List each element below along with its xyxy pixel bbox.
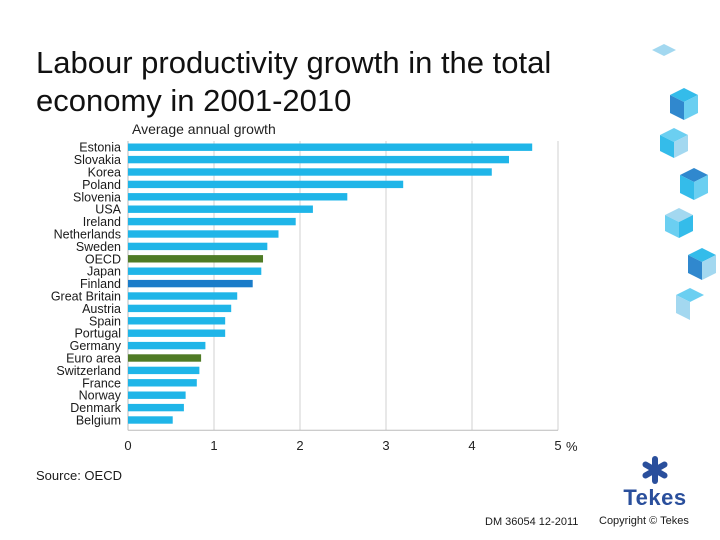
- category-label: Belgium: [76, 414, 121, 428]
- category-label: Sweden: [76, 240, 121, 254]
- category-label: Great Britain: [51, 290, 121, 304]
- category-label: Finland: [80, 277, 121, 291]
- category-label: Korea: [88, 166, 121, 180]
- category-label: Austria: [82, 302, 121, 316]
- category-label: Slovenia: [73, 190, 121, 204]
- bar: [128, 205, 313, 213]
- category-label: Spain: [89, 314, 121, 328]
- bar: [128, 143, 533, 151]
- bar: [128, 366, 200, 375]
- bar: [128, 267, 262, 275]
- bar: [128, 379, 197, 387]
- category-label: Slovakia: [74, 153, 121, 167]
- bar: [128, 180, 404, 189]
- bar: [128, 341, 206, 350]
- category-label: Norway: [79, 389, 122, 403]
- asterisk-logo-icon: [642, 456, 668, 484]
- category-label: France: [82, 376, 121, 390]
- category-label: Portugal: [74, 327, 121, 341]
- category-label: Germany: [70, 339, 122, 353]
- bar: [128, 193, 348, 201]
- x-tick-label: 5: [554, 438, 561, 453]
- bar: [128, 168, 492, 176]
- category-label: Poland: [82, 178, 121, 192]
- page-title: Labour productivity growth in the total …: [36, 45, 552, 118]
- x-tick-label: 0: [124, 438, 131, 453]
- decorative-cubes: [652, 44, 716, 320]
- bar: [128, 230, 279, 238]
- x-tick-label: 1: [210, 438, 217, 453]
- bar: [128, 279, 253, 288]
- bar: [128, 329, 226, 337]
- category-label: Ireland: [83, 215, 121, 229]
- tekes-logo: Tekes: [612, 455, 698, 511]
- bar: [128, 304, 232, 313]
- bar: [128, 391, 186, 399]
- bar: [128, 217, 296, 226]
- chart-subtitle: Average annual growth: [132, 121, 276, 137]
- bar: [128, 354, 202, 362]
- source-note: Source: OECD: [36, 468, 122, 483]
- logo-text: Tekes: [623, 485, 687, 510]
- bar: [128, 155, 509, 164]
- category-label: USA: [95, 203, 121, 217]
- category-label: Denmark: [70, 401, 121, 415]
- bar: [128, 255, 264, 263]
- x-tick-label: 4: [468, 438, 475, 453]
- category-label: Japan: [87, 265, 121, 279]
- category-label: OECD: [85, 252, 121, 266]
- bar: [128, 292, 238, 300]
- x-tick-label: 3: [382, 438, 389, 453]
- document-code: DM 36054 12-2011: [485, 516, 579, 528]
- category-label: Switzerland: [56, 364, 121, 378]
- category-label: Euro area: [66, 352, 121, 366]
- x-axis-unit-label: %: [566, 439, 578, 454]
- category-label: Estonia: [79, 141, 121, 155]
- category-label: Netherlands: [54, 228, 121, 242]
- bar: [128, 416, 173, 424]
- bar: [128, 242, 268, 251]
- bar: [128, 403, 184, 412]
- bar: [128, 317, 226, 325]
- x-tick-label: 2: [296, 438, 303, 453]
- copyright-text: Copyright © Tekes: [599, 515, 689, 527]
